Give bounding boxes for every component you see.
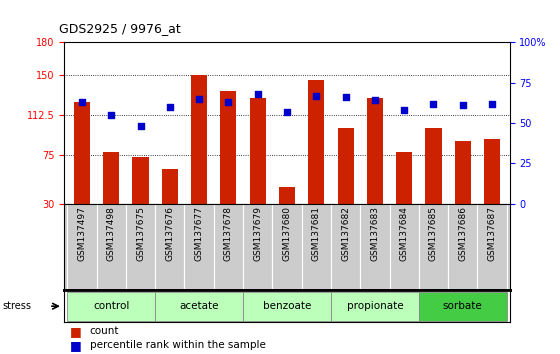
- Bar: [331, 292, 419, 321]
- Text: GSM137686: GSM137686: [458, 206, 467, 261]
- Bar: [390, 204, 419, 290]
- Point: [312, 93, 321, 98]
- Bar: [162, 169, 178, 204]
- Text: benzoate: benzoate: [263, 301, 311, 311]
- Bar: [419, 204, 448, 290]
- Bar: [67, 292, 155, 321]
- Point: [107, 112, 116, 118]
- Point: [224, 99, 233, 105]
- Bar: [250, 98, 266, 204]
- Text: GSM137681: GSM137681: [312, 206, 321, 261]
- Point: [341, 95, 350, 100]
- Bar: [103, 152, 119, 204]
- Text: GSM137677: GSM137677: [195, 206, 204, 261]
- Text: GSM137675: GSM137675: [136, 206, 145, 261]
- Text: GSM137682: GSM137682: [341, 206, 350, 261]
- Text: acetate: acetate: [179, 301, 219, 311]
- Text: count: count: [90, 326, 119, 336]
- Bar: [126, 204, 155, 290]
- Point: [195, 96, 204, 102]
- Point: [136, 124, 145, 129]
- Text: GSM137497: GSM137497: [77, 206, 86, 261]
- Bar: [155, 292, 243, 321]
- Bar: [243, 292, 331, 321]
- Bar: [331, 204, 360, 290]
- Point: [488, 101, 497, 107]
- Point: [282, 109, 291, 115]
- Bar: [455, 141, 471, 204]
- Text: percentile rank within the sample: percentile rank within the sample: [90, 340, 265, 350]
- Bar: [302, 204, 331, 290]
- Point: [370, 98, 379, 103]
- Text: ■: ■: [70, 338, 82, 352]
- Text: GSM137687: GSM137687: [488, 206, 497, 261]
- Text: control: control: [93, 301, 129, 311]
- Bar: [279, 188, 295, 204]
- Point: [458, 102, 467, 108]
- Point: [429, 101, 438, 107]
- Bar: [367, 98, 383, 204]
- Text: GSM137676: GSM137676: [165, 206, 174, 261]
- Bar: [360, 204, 390, 290]
- Text: GSM137683: GSM137683: [370, 206, 379, 261]
- Bar: [74, 102, 90, 204]
- Bar: [155, 204, 184, 290]
- Bar: [191, 75, 207, 204]
- Text: propionate: propionate: [347, 301, 403, 311]
- Text: GSM137684: GSM137684: [400, 206, 409, 261]
- Bar: [67, 204, 97, 290]
- Text: ■: ■: [70, 325, 82, 338]
- Point: [77, 99, 86, 105]
- Text: GSM137680: GSM137680: [282, 206, 292, 261]
- Bar: [426, 129, 441, 204]
- Bar: [97, 204, 126, 290]
- Bar: [133, 158, 148, 204]
- Text: GSM137678: GSM137678: [224, 206, 233, 261]
- Text: GSM137679: GSM137679: [253, 206, 262, 261]
- Text: sorbate: sorbate: [443, 301, 483, 311]
- Bar: [419, 292, 507, 321]
- Bar: [396, 152, 412, 204]
- Bar: [308, 80, 324, 204]
- Point: [253, 91, 262, 97]
- Bar: [243, 204, 272, 290]
- Bar: [477, 204, 507, 290]
- Bar: [272, 204, 302, 290]
- Bar: [221, 91, 236, 204]
- Text: GDS2925 / 9976_at: GDS2925 / 9976_at: [59, 22, 180, 35]
- Text: stress: stress: [3, 301, 32, 311]
- Bar: [448, 204, 477, 290]
- Point: [165, 104, 174, 110]
- Text: GSM137685: GSM137685: [429, 206, 438, 261]
- Point: [400, 107, 409, 113]
- Bar: [214, 204, 243, 290]
- Text: GSM137498: GSM137498: [107, 206, 116, 261]
- Bar: [338, 129, 353, 204]
- Bar: [484, 139, 500, 204]
- Bar: [184, 204, 214, 290]
